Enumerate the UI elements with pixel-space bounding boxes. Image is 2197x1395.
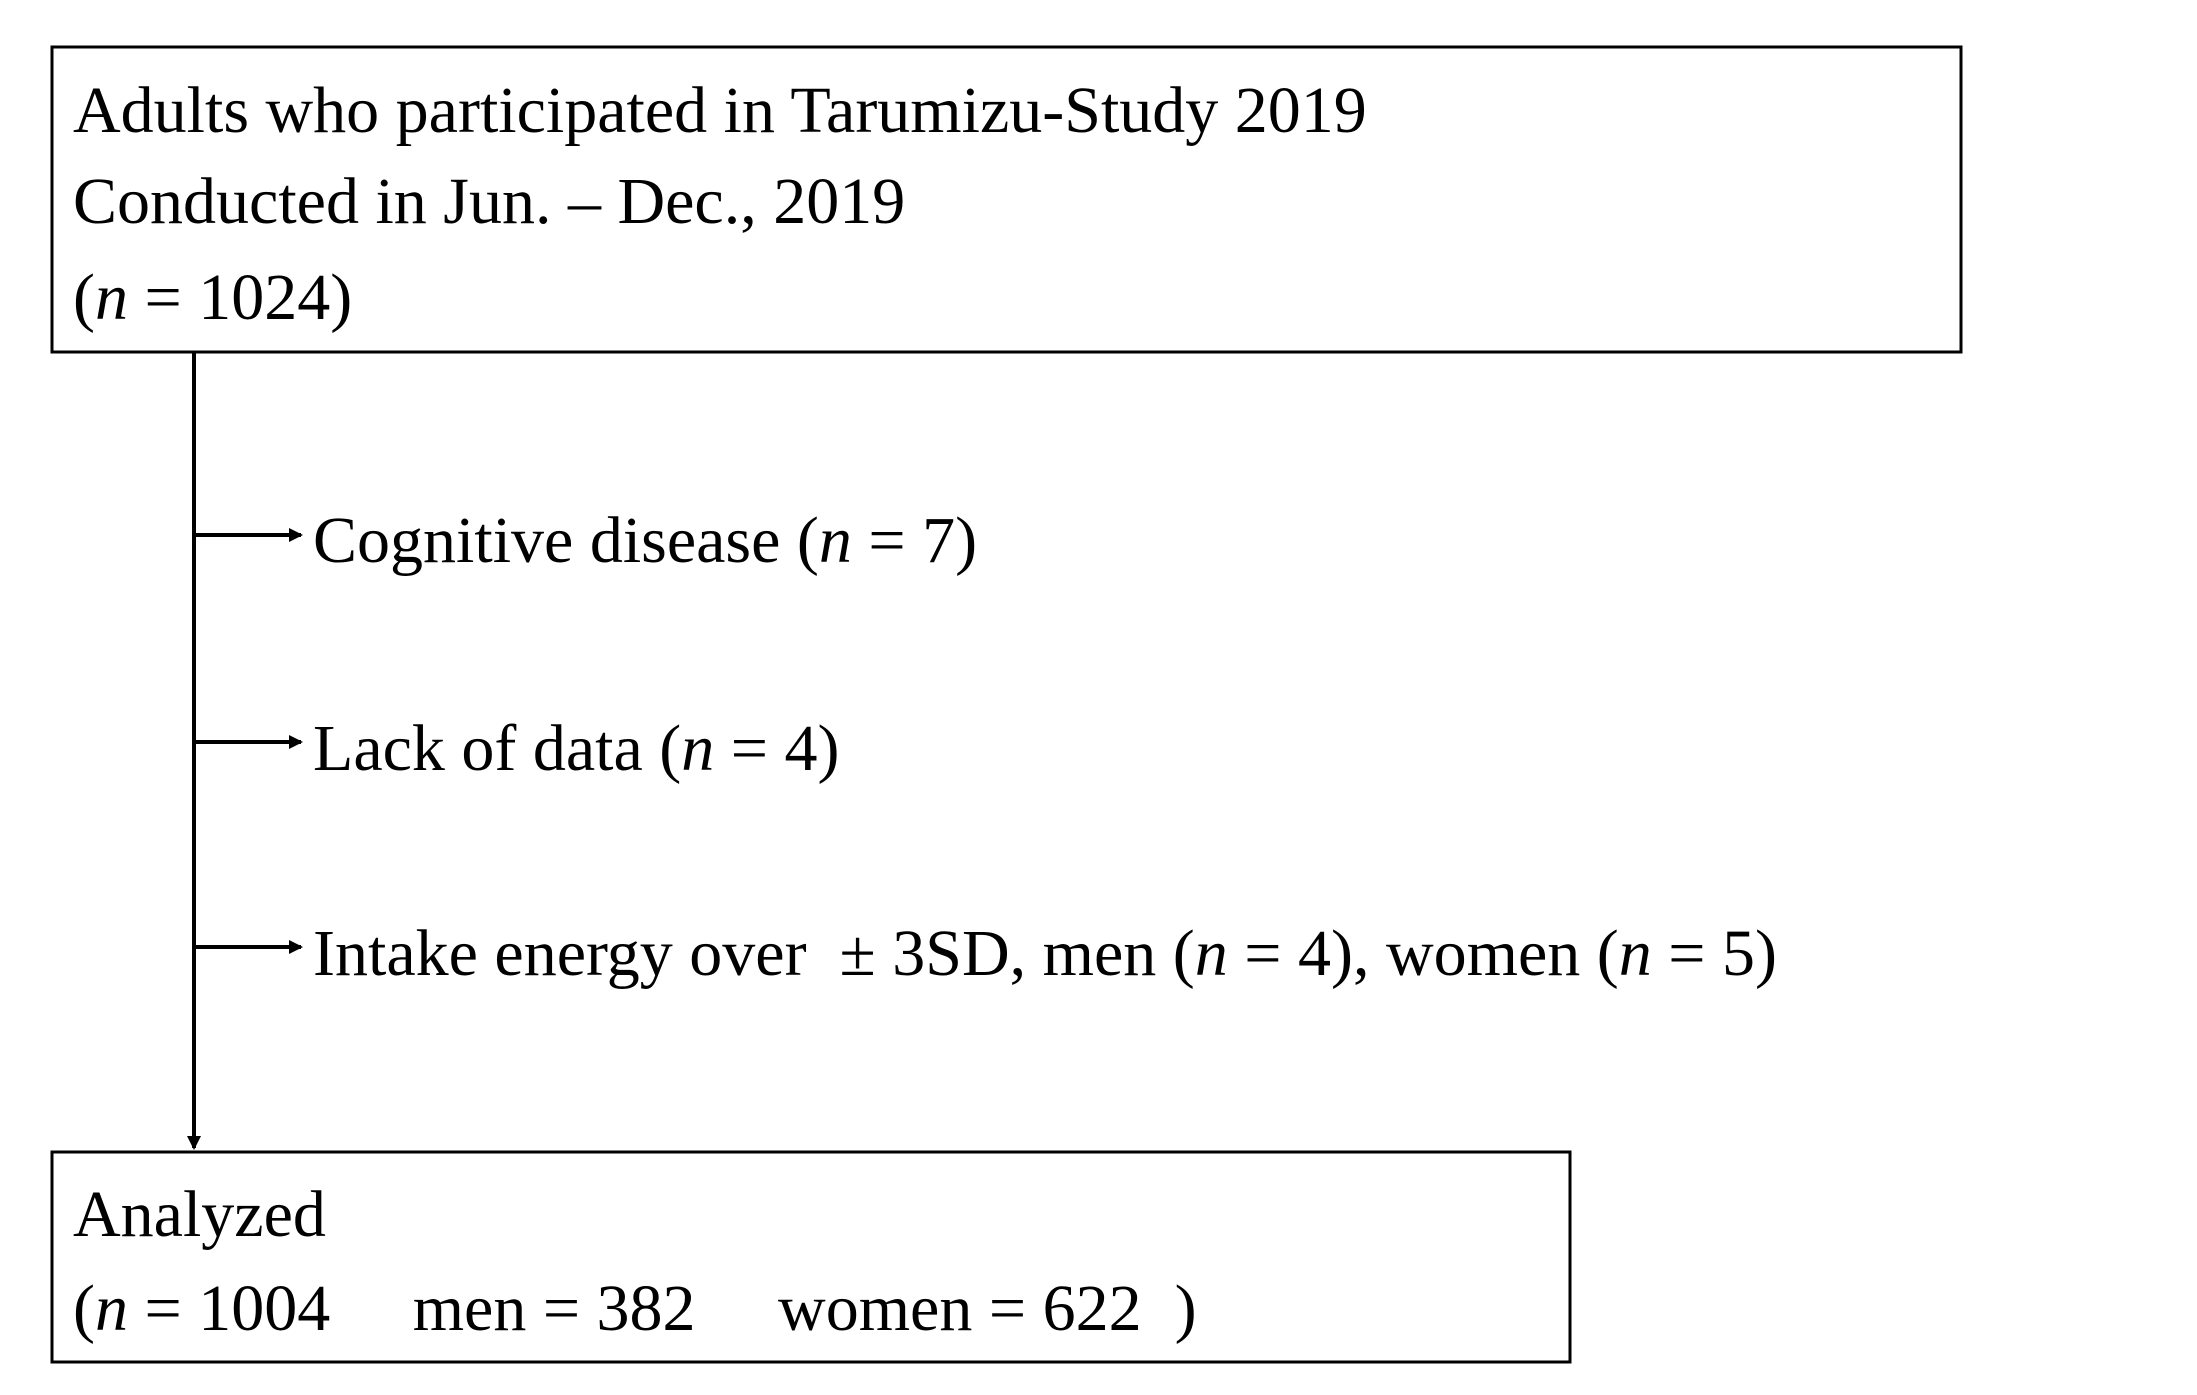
text-segment: Intake energy over ± 3SD, men (: [313, 917, 1195, 990]
text-segment: = 7): [852, 504, 977, 577]
italic-symbol: n: [95, 261, 128, 334]
text-line: (n = 1024): [73, 261, 352, 334]
text-segment: Adults who participated in Tarumizu-Stud…: [73, 74, 1367, 147]
text-segment: Conducted in Jun. – Dec., 2019: [73, 165, 905, 238]
text-segment: Analyzed: [73, 1178, 326, 1251]
text-segment: = 4), women (: [1228, 917, 1619, 990]
text-line: Lack of data (n = 4): [313, 712, 840, 785]
text-segment: (: [73, 1272, 95, 1345]
text-segment: = 1024): [128, 261, 352, 334]
text-segment: Lack of data (: [313, 712, 681, 785]
text-line: Conducted in Jun. – Dec., 2019: [73, 165, 905, 238]
text-segment: = 4): [714, 712, 839, 785]
text-line: Analyzed: [73, 1178, 326, 1251]
source-box: [50, 45, 1963, 354]
text-line: (n = 1004 men = 382 women = 622 ): [73, 1272, 1197, 1345]
italic-symbol: n: [1619, 917, 1652, 990]
italic-symbol: n: [95, 1272, 128, 1345]
italic-symbol: n: [1195, 917, 1228, 990]
italic-symbol: n: [681, 712, 714, 785]
text-segment: = 5): [1652, 917, 1777, 990]
text-segment: = 1004 men = 382 women = 622 ): [128, 1272, 1197, 1345]
analyzed-box: [50, 1150, 1572, 1364]
text-line: Cognitive disease (n = 7): [313, 504, 977, 577]
italic-symbol: n: [819, 504, 852, 577]
text-line: Intake energy over ± 3SD, men (n = 4), w…: [313, 917, 1777, 990]
text-line: Adults who participated in Tarumizu-Stud…: [73, 74, 1367, 147]
text-segment: (: [73, 261, 95, 334]
text-segment: Cognitive disease (: [313, 504, 819, 577]
